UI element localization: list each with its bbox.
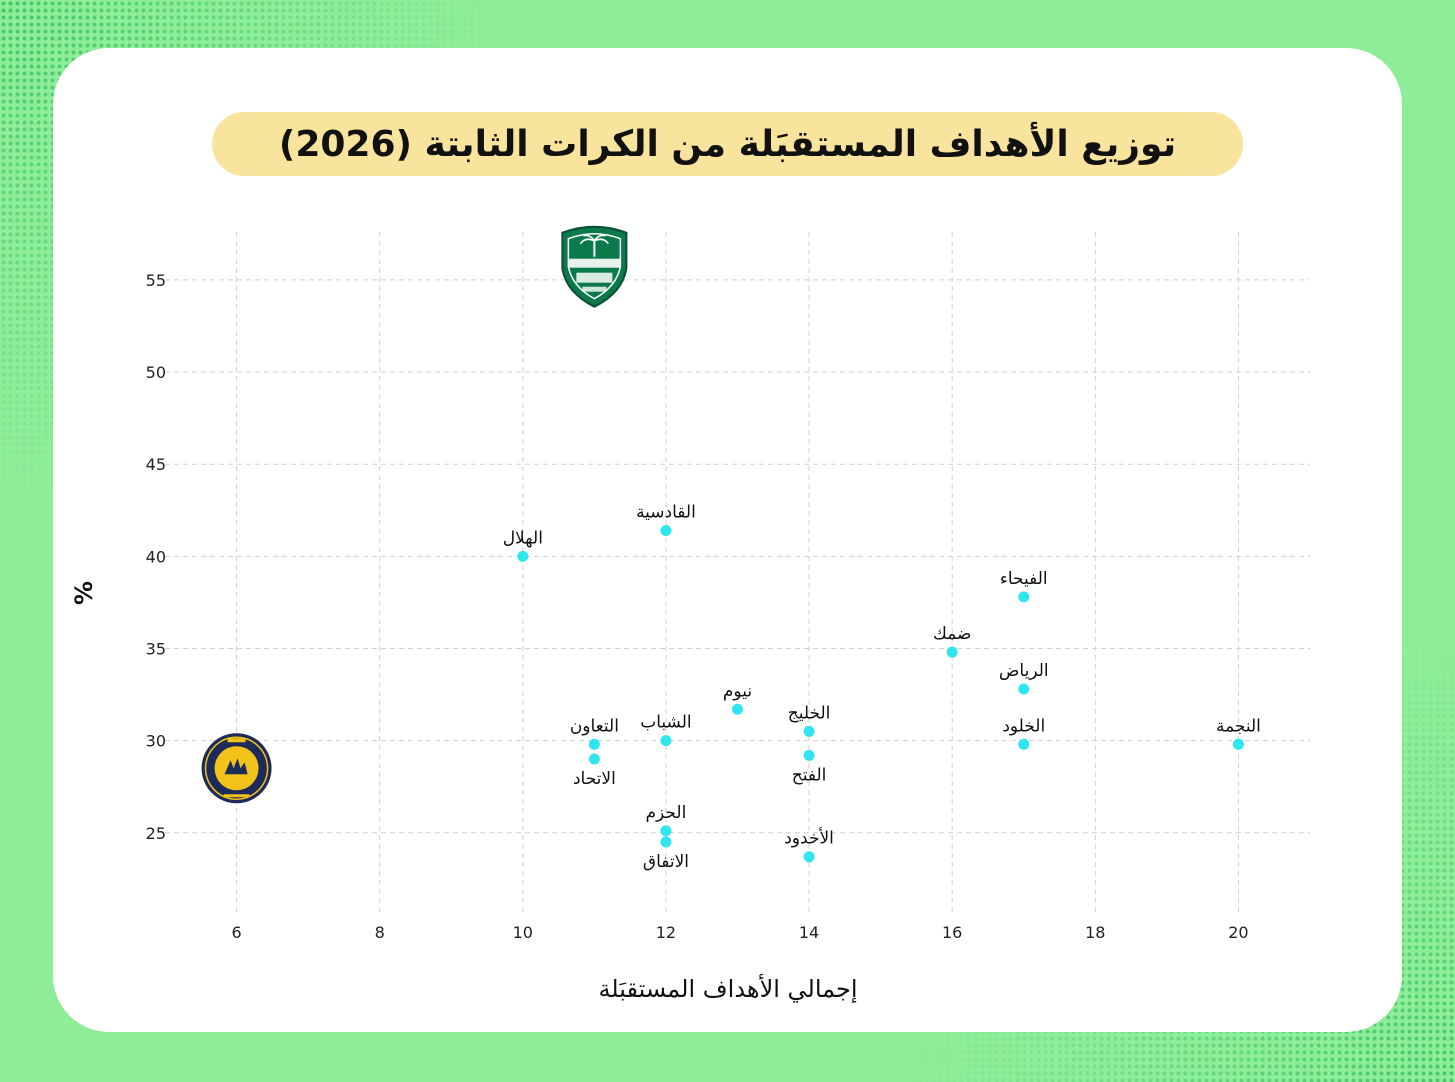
x-tick-label: 6 [231, 923, 241, 942]
x-tick-label: 12 [656, 923, 676, 942]
data-point [588, 753, 600, 765]
point-label: الاتفاق [643, 852, 689, 872]
point-label: ضمك [933, 624, 972, 644]
data-point [803, 749, 815, 761]
x-tick-label: 10 [513, 923, 533, 942]
point-label: التعاون [570, 716, 619, 736]
x-tick-labels: 6 8 10 12 14 16 18 20 [231, 923, 1248, 942]
nassr-logo-icon [201, 733, 272, 804]
point-label: الرياض [999, 661, 1049, 681]
data-point [517, 550, 529, 562]
data-point [946, 646, 958, 658]
point-label: الخلود [1002, 716, 1045, 736]
point-label: الحزم [646, 803, 687, 823]
x-tick-label: 8 [375, 923, 385, 942]
y-tick-label: 25 [146, 824, 166, 843]
data-point [732, 703, 743, 715]
x-tick-label: 18 [1085, 923, 1105, 942]
ahli-logo-icon [561, 225, 628, 308]
data-point [1018, 738, 1030, 750]
data-point [660, 525, 672, 537]
y-tick-label: 30 [146, 732, 166, 751]
y-axis-label: % [70, 581, 98, 605]
y-tick-label: 35 [146, 639, 166, 658]
chart-card [53, 48, 1402, 1032]
x-tick-label: 20 [1228, 923, 1248, 942]
data-point [803, 725, 815, 737]
point-label: الفتح [792, 765, 827, 785]
grid-lines [165, 232, 1310, 912]
title-pill: توزيع الأهداف المستقبَلة من الكرات الثاب… [212, 112, 1243, 176]
logo-points [201, 225, 628, 804]
point-label: الأخدود [784, 828, 834, 849]
data-point [588, 738, 600, 750]
chart-title: توزيع الأهداف المستقبَلة من الكرات الثاب… [278, 123, 1177, 165]
data-point [660, 836, 672, 848]
data-point [1018, 683, 1030, 695]
y-tick-label: 45 [146, 455, 166, 474]
point-label: القادسية [636, 503, 696, 523]
data-point [660, 735, 672, 747]
y-tick-label: 40 [146, 547, 166, 566]
point-label: الفيحاء [1000, 569, 1048, 589]
x-axis-label: إجمالي الأهداف المستقبَلة [598, 974, 857, 1004]
data-point [660, 825, 672, 837]
point-label: الخليج [788, 703, 831, 723]
x-tick-label: 14 [799, 923, 819, 942]
point-label: نيوم [723, 681, 752, 701]
data-point [803, 851, 815, 863]
point-label: الاتحاد [573, 769, 616, 789]
x-tick-label: 16 [942, 923, 962, 942]
y-tick-labels: 25 30 35 40 45 50 55 [146, 271, 166, 843]
data-points: القادسية الهلال الفيحاء ضمك الرياض نيوم الخليج… [503, 503, 1261, 872]
point-label: النجمة [1216, 716, 1261, 736]
point-label: الشباب [640, 713, 691, 733]
y-tick-label: 50 [146, 363, 166, 382]
point-label: الهلال [503, 528, 543, 548]
y-tick-label: 55 [146, 271, 166, 290]
data-point [1232, 738, 1244, 750]
data-point [1018, 591, 1030, 603]
